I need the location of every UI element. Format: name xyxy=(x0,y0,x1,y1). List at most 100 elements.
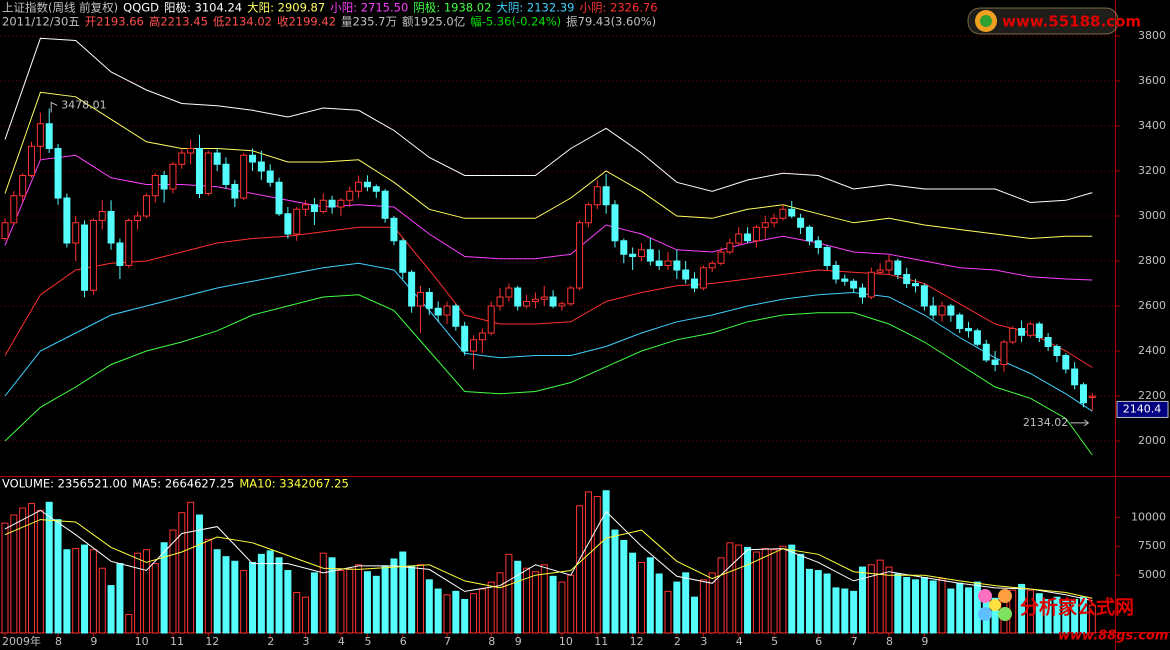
volume-bar xyxy=(584,491,592,634)
volume-bar xyxy=(814,570,822,634)
candle-body xyxy=(54,148,62,199)
candle-body xyxy=(178,152,186,165)
volume-bar xyxy=(549,575,557,634)
candle-body xyxy=(629,253,637,258)
y-tick-label: 3400 xyxy=(1138,119,1166,132)
volume-bar xyxy=(372,575,380,634)
volume-bar xyxy=(178,512,186,634)
volume-bar xyxy=(1088,604,1096,634)
volume-bar xyxy=(973,581,981,634)
volume-bar xyxy=(867,564,875,634)
candle-body xyxy=(850,280,858,289)
candle-body xyxy=(991,359,999,366)
volume-bar xyxy=(920,576,928,634)
candle-body xyxy=(505,287,513,298)
annotation-arrow xyxy=(50,101,58,113)
y-tick-label: 10000 xyxy=(1131,510,1166,523)
volume-bar xyxy=(682,572,690,634)
y-tick-label: 7500 xyxy=(1138,539,1166,552)
logo-top: www.55188.com xyxy=(967,7,1141,35)
volume-bar xyxy=(195,514,203,634)
candle-body xyxy=(116,242,124,267)
candle-body xyxy=(1009,328,1017,343)
candle-body xyxy=(293,208,301,235)
annotation-arrow xyxy=(1084,419,1090,427)
candle-body xyxy=(584,204,592,224)
candle-body xyxy=(355,181,363,192)
candle-body xyxy=(187,148,195,154)
header-text: 阴极: 1938.02 xyxy=(413,1,491,15)
candle-body xyxy=(89,220,97,291)
volume-bar xyxy=(708,572,716,634)
volume-bar xyxy=(1018,583,1026,634)
volume-bar xyxy=(823,573,831,634)
x-tick-label: 2 xyxy=(674,635,681,648)
volume-bar xyxy=(125,613,133,634)
candle-body xyxy=(903,274,911,285)
volume-bar xyxy=(593,496,601,634)
candle-body xyxy=(752,226,760,242)
volume-bar xyxy=(355,564,363,634)
site-url: www.55188.com xyxy=(1002,13,1141,31)
candle-body xyxy=(708,262,716,269)
header-text: 阳极: 3104.24 xyxy=(164,1,242,15)
volume-bar xyxy=(629,552,637,634)
candle-body xyxy=(1018,328,1026,336)
x-tick-label: 8 xyxy=(55,635,62,648)
petal xyxy=(978,607,992,621)
volume-bar xyxy=(10,514,18,634)
volume-bar xyxy=(337,570,345,634)
candle-body xyxy=(160,175,168,190)
petal xyxy=(998,607,1012,621)
candle-body xyxy=(929,305,937,316)
candle-body xyxy=(602,186,610,206)
volume-bar xyxy=(275,557,283,634)
header-text: VOLUME: 2356521.00 xyxy=(2,477,127,491)
volume-bar xyxy=(611,529,619,634)
candle-body xyxy=(770,217,778,224)
y-tick-label: 3600 xyxy=(1138,74,1166,87)
candle-body xyxy=(45,123,53,150)
candle-body xyxy=(664,260,672,267)
header-text: 振79.43(3.60%) xyxy=(566,15,656,29)
candle-body xyxy=(72,222,80,244)
header-text: 高2213.45 xyxy=(149,15,208,29)
candle-body xyxy=(107,211,115,244)
header-text: 额1925.0亿 xyxy=(402,15,465,29)
candle-body xyxy=(461,325,469,352)
candle-body xyxy=(204,152,212,195)
volume-bar xyxy=(434,588,442,634)
header-text: MA10: 3342067.25 xyxy=(239,477,348,491)
x-tick-label: 3 xyxy=(700,635,707,648)
volume-bar xyxy=(691,596,699,634)
y-tick-label: 3800 xyxy=(1138,29,1166,42)
candle-body xyxy=(673,260,681,271)
candle-body xyxy=(558,303,566,307)
volume-bar xyxy=(187,501,195,634)
logo-bottom: 分析家公式网 www.88gs.com xyxy=(978,589,1168,644)
candle-body xyxy=(735,233,743,244)
candle-body xyxy=(452,305,460,327)
candle-body xyxy=(81,224,89,291)
volume-bar xyxy=(151,563,159,634)
candle-body xyxy=(982,343,990,361)
volume-bar xyxy=(231,560,239,634)
candle-body xyxy=(920,285,928,307)
candle-body xyxy=(213,152,221,165)
volume-bar xyxy=(470,593,478,634)
price-tag xyxy=(1116,400,1169,418)
volume-bar xyxy=(319,552,327,634)
volume-bar xyxy=(1044,598,1052,634)
x-tick-label: 7 xyxy=(851,635,858,648)
x-tick-label: 7 xyxy=(444,635,451,648)
candle-body xyxy=(549,296,557,307)
candle-body xyxy=(302,204,310,210)
candle-body xyxy=(222,163,230,186)
volume-bar xyxy=(841,588,849,634)
candle-body xyxy=(1053,346,1061,357)
candle-body xyxy=(876,269,884,273)
band-line xyxy=(4,262,1093,412)
volume-bar xyxy=(779,545,787,634)
candle-body xyxy=(1062,355,1070,370)
volume-bar xyxy=(381,565,389,634)
